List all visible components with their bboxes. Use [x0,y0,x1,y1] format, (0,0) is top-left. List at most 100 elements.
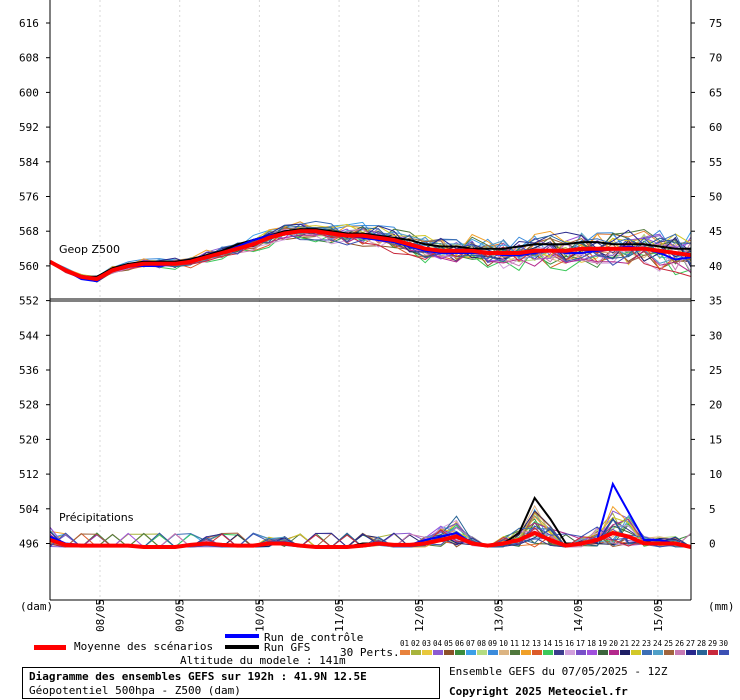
right-tick-label: 10 [709,468,722,481]
legend-member-swatch [697,650,707,655]
legend-member-swatch [543,650,553,655]
right-tick-label: 15 [709,433,722,446]
legend-mean-label: Moyenne des scénarios [74,640,214,653]
legend-member-number: 08 [477,639,487,648]
legend-member-swatch [466,650,476,655]
left-tick-label: 520 [19,433,39,446]
left-tick-label: 616 [19,17,39,30]
mean-z500-line [49,229,692,282]
legend-member-swatch [510,650,520,655]
bottom-panel-label: Précipitations [59,511,134,524]
member-z500-line [49,233,692,280]
right-tick-label: 30 [709,329,722,342]
left-tick-label: 536 [19,364,39,377]
legend-member-number: 04 [433,639,443,648]
right-tick-label: 70 [709,52,722,65]
legend-member-number: 17 [576,639,585,648]
top-panel-label: Geop Z500 [59,243,120,256]
left-tick-label: 552 [19,295,39,308]
legend-member-number: 16 [565,639,575,648]
legend-member-number: 15 [554,639,563,648]
main-runs [49,228,692,549]
x-tick-label: 13/05 [493,599,506,632]
legend-member-number: 25 [664,639,673,648]
legend-member-swatch [620,650,630,655]
legend-member-number: 27 [686,639,695,648]
ensemble-members [49,220,692,548]
legend-gfs-swatch [225,645,259,649]
right-tick-label: 50 [709,191,722,204]
legend-member-swatch [609,650,619,655]
info-box-subtitle: Géopotentiel 500hpa - Z500 (dam) [29,684,241,697]
right-tick-label: 55 [709,156,722,169]
legend-member-number: 29 [708,639,717,648]
legend-member-swatch [565,650,575,655]
legend-member-number: 18 [587,639,597,648]
legend-member-number: 21 [620,639,629,648]
x-tick-label: 10/05 [253,599,266,632]
legend-member-swatch [532,650,542,655]
x-tick-label: 15/05 [652,599,665,632]
legend-member-swatch [521,650,531,655]
x-tick-label: 11/05 [333,599,346,632]
left-tick-label: 528 [19,399,39,412]
legend-member-number: 19 [598,639,607,648]
legend-member-number: 22 [631,639,640,648]
grid [99,0,659,600]
legend-member-swatch [653,650,663,655]
legend-member-swatch [675,650,685,655]
gfs-z500-line [49,228,691,278]
legend-member-swatch [631,650,641,655]
legend-member-number: 30 [719,639,729,648]
legend-member-swatch [455,650,465,655]
right-tick-label: 45 [709,225,722,238]
legend-member-swatch [587,650,597,655]
x-tick-label: 14/05 [572,599,585,632]
right-tick-label: 0 [709,538,716,551]
legend-member-swatch [499,650,509,655]
legend-gfs-label: Run GFS [264,641,311,654]
x-tick-label: 12/05 [413,599,426,632]
legend-member-swatch [554,650,564,655]
legend-member-number: 06 [455,639,465,648]
legend-member-number: 13 [532,639,541,648]
copyright: Copyright 2025 Meteociel.fr [449,685,628,698]
info-box-title: Diagramme des ensembles GEFS sur 192h : … [29,670,367,683]
legend-member-swatch [433,650,443,655]
right-axis-unit: (mm) [708,600,735,613]
left-tick-label: 512 [19,468,39,481]
plot-frame [49,0,692,601]
left-tick-label: 592 [19,121,39,134]
legend-member-swatch [422,650,432,655]
legend-member-swatch [576,650,586,655]
legend-member-number: 03 [422,639,431,648]
legend-member-swatch [400,650,410,655]
legend-member-number: 26 [675,639,685,648]
legend-member-swatch [664,650,674,655]
legend-member-number: 05 [444,639,453,648]
left-axis-ticks: 616 608 600 592 584 576 568 560 552 544 536 528 520 5… [19,17,50,551]
legend-member-swatch [444,650,454,655]
control-z500-line [49,230,692,283]
legend-member-number: 20 [609,639,619,648]
right-tick-label: 35 [709,295,722,308]
legend-member-swatch [488,650,498,655]
legend-member-swatch [642,650,652,655]
legend-mean-swatch [34,645,66,650]
legend: 01 02 03 04 05 06 07 08 09 10 11 12 13 14 15 16 17 18 19 20… [34,634,729,655]
legend-member-number: 01 [400,639,409,648]
left-tick-label: 576 [19,191,39,204]
legend-member-number: 09 [488,639,497,648]
legend-member-number: 12 [521,639,530,648]
right-tick-label: 75 [709,17,722,30]
legend-member-swatch [708,650,718,655]
model-altitude: Altitude du modele : 141m [180,654,346,667]
left-axis-unit: (dam) [20,600,53,613]
legend-member-number: 10 [499,639,509,648]
legend-member-swatch [686,650,696,655]
legend-member-swatch [411,650,421,655]
info-box: Diagramme des ensembles GEFS sur 192h : … [22,667,440,699]
legend-member-number: 07 [466,639,475,648]
legend-member-number: 24 [653,639,663,648]
left-tick-label: 584 [19,156,39,169]
